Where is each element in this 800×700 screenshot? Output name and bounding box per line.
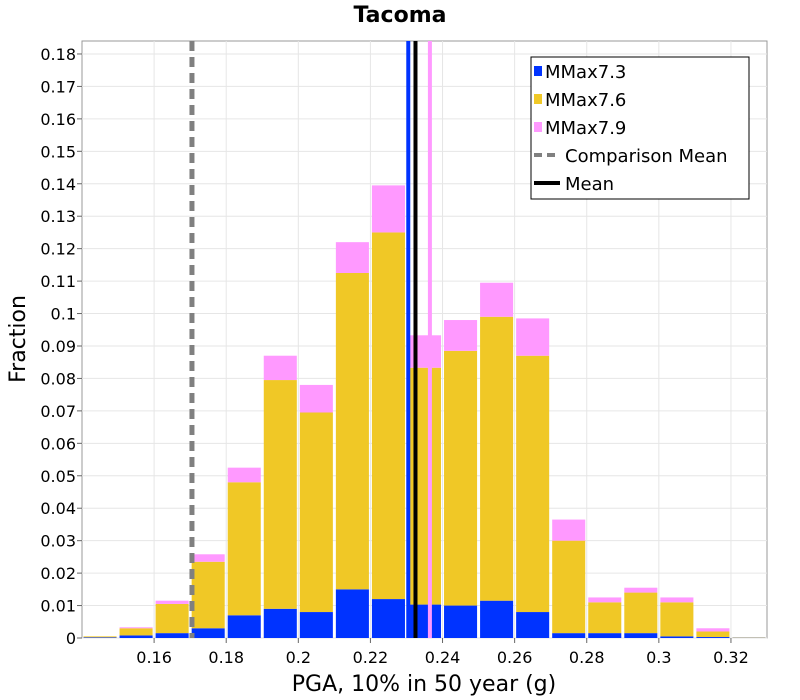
x-axis-label: PGA, 10% in 50 year (g) <box>292 672 556 697</box>
bar-mmax7-9 <box>696 628 730 632</box>
y-tick-label: 0.18 <box>40 45 76 64</box>
x-tick-label: 0.26 <box>497 648 533 667</box>
bar-mmax7-3 <box>444 605 478 638</box>
bar-mmax7-9 <box>552 519 586 541</box>
x-tick-label: 0.28 <box>569 648 605 667</box>
bar-mmax7-3 <box>83 637 117 638</box>
bar-mmax7-6 <box>480 316 514 601</box>
legend-label: MMax7.6 <box>545 90 626 111</box>
bar-mmax7-6 <box>444 350 478 606</box>
bar-mmax7-9 <box>371 185 405 233</box>
y-tick-label: 0.03 <box>40 532 76 551</box>
y-tick-label: 0.05 <box>40 467 76 486</box>
legend-label: MMax7.9 <box>545 118 626 139</box>
y-tick-label: 0.09 <box>40 337 76 356</box>
bar-mmax7-6 <box>119 628 153 636</box>
x-tick-label: 0.24 <box>425 648 461 667</box>
bar-mmax7-9 <box>480 282 514 317</box>
y-tick-label: 0.08 <box>40 369 76 388</box>
y-tick-label: 0 <box>66 629 76 648</box>
x-tick-label: 0.16 <box>136 648 172 667</box>
x-tick-label: 0.3 <box>646 648 671 667</box>
legend-label: MMax7.3 <box>545 62 626 83</box>
bar-mmax7-6 <box>407 367 442 605</box>
bar-mmax7-9 <box>588 597 622 603</box>
bar-mmax7-3 <box>696 637 730 638</box>
bar-mmax7-3 <box>407 604 442 638</box>
bar-mmax7-9 <box>119 627 153 629</box>
y-tick-label: 0.13 <box>40 207 76 226</box>
bar-mmax7-3 <box>299 612 333 638</box>
vertical-lines <box>189 41 432 638</box>
bar-mmax7-3 <box>371 599 405 638</box>
bar-mmax7-9 <box>335 242 369 273</box>
legend-label: Comparison Mean <box>565 146 728 167</box>
legend-box <box>530 56 750 200</box>
bar-mmax7-3 <box>263 608 297 638</box>
x-tick-label: 0.2 <box>286 648 311 667</box>
bar-mmax7-3 <box>660 636 694 638</box>
legend-swatch <box>534 122 542 132</box>
bar-mmax7-9 <box>263 355 297 381</box>
y-axis-label: Fraction <box>6 295 31 383</box>
y-tick-label: 0.11 <box>40 272 76 291</box>
bar-mmax7-3 <box>227 615 261 638</box>
legend-label: Mean <box>565 174 614 195</box>
y-tick-label: 0.12 <box>40 240 76 259</box>
bar-mmax7-3 <box>335 589 369 638</box>
chart-title: Tacoma <box>354 3 447 28</box>
y-tick-label: 0.17 <box>40 77 76 96</box>
bar-mmax7-6 <box>155 603 189 634</box>
y-tick-label: 0.15 <box>40 142 76 161</box>
bar-mmax7-6 <box>660 602 694 637</box>
y-tick-label: 0.06 <box>40 434 76 453</box>
y-tick-label: 0.04 <box>40 499 76 518</box>
bar-mmax7-6 <box>552 540 586 634</box>
y-tick-label: 0.16 <box>40 110 76 129</box>
y-tick-label: 0.1 <box>51 305 76 324</box>
bar-mmax7-6 <box>299 412 333 613</box>
bar-mmax7-9 <box>624 587 658 593</box>
bar-mmax7-3 <box>119 635 153 638</box>
legend-swatch <box>534 66 542 76</box>
bar-mmax7-9 <box>444 320 478 351</box>
bar-mmax7-6 <box>227 482 261 616</box>
y-tick-label: 0.01 <box>40 597 76 616</box>
legend: MMax7.3 MMax7.6 MMax7.9 Comparison Mean Mean <box>530 56 750 200</box>
bar-mmax7-6 <box>191 561 225 629</box>
bar-mmax7-6 <box>263 380 297 609</box>
bar-mmax7-3 <box>155 633 189 638</box>
bar-mmax7-9 <box>227 467 261 483</box>
bar-mmax7-9 <box>155 600 189 604</box>
bar-mmax7-6 <box>83 636 117 638</box>
y-tick-label: 0.07 <box>40 402 76 421</box>
bar-mmax7-3 <box>191 628 225 638</box>
bar-mmax7-6 <box>371 232 405 600</box>
bar-mmax7-6 <box>588 602 622 634</box>
bar-mmax7-3 <box>480 600 514 638</box>
bar-mmax7-9 <box>191 554 225 562</box>
bar-mmax7-6 <box>516 355 550 613</box>
bar-mmax7-6 <box>696 631 730 638</box>
y-tick-label: 0.14 <box>40 175 76 194</box>
x-tick-label: 0.18 <box>208 648 244 667</box>
bar-mmax7-9 <box>299 384 333 413</box>
bar-mmax7-3 <box>588 633 622 638</box>
x-tick-label: 0.32 <box>713 648 749 667</box>
y-tick-label: 0.02 <box>40 564 76 583</box>
legend-swatch <box>534 94 542 104</box>
bar-mmax7-9 <box>660 597 694 603</box>
y-ticks: 0 0.01 0.02 0.03 0.04 0.05 0.06 0.07 0.08 0.09 0.1… <box>40 45 82 648</box>
bars <box>83 185 766 638</box>
bar-mmax7-3 <box>516 612 550 638</box>
x-tick-label: 0.22 <box>353 648 389 667</box>
bar-mmax7-9 <box>407 335 442 368</box>
bar-mmax7-3 <box>552 633 586 638</box>
bar-mmax7-9 <box>516 318 550 356</box>
bar-mmax7-6 <box>624 592 658 634</box>
bar-mmax7-6 <box>335 272 369 590</box>
bar-mmax7-3 <box>624 633 658 638</box>
x-ticks: 0.16 0.18 0.2 0.22 0.24 0.26 0.28 0.3 0.32 <box>136 638 749 667</box>
